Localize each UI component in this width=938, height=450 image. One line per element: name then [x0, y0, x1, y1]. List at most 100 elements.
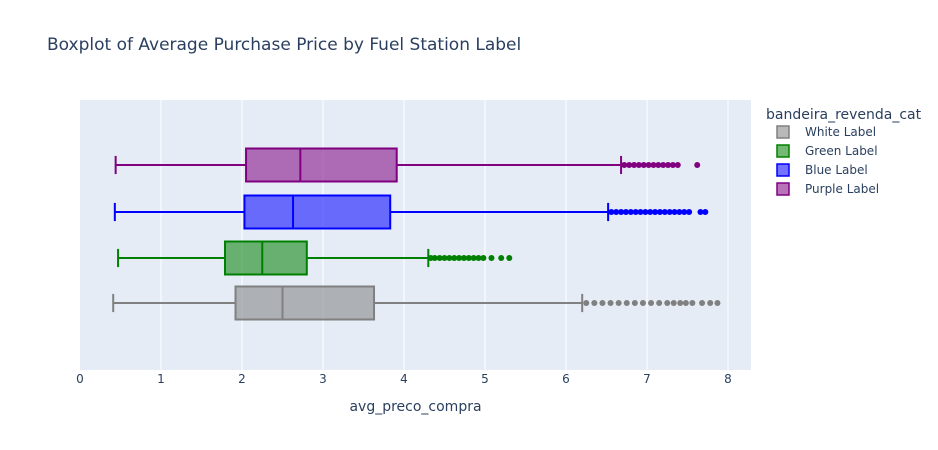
outlier-point — [591, 300, 598, 306]
x-tick-label: 1 — [157, 372, 165, 386]
x-axis-label: avg_preco_compra — [349, 399, 481, 415]
boxes — [112, 147, 721, 321]
outlier-point — [661, 209, 668, 215]
outlier-point — [631, 300, 638, 306]
outlier-point — [626, 162, 633, 168]
legend-label: Green Label — [805, 144, 878, 158]
outlier-point — [627, 209, 634, 215]
x-tick-label: 0 — [76, 372, 84, 386]
outlier-point — [694, 162, 701, 168]
legend-item[interactable]: Purple Label — [776, 182, 879, 196]
outlier-point — [631, 162, 638, 168]
outlier-point — [475, 255, 482, 261]
outlier-point — [677, 300, 684, 306]
outlier-point — [640, 162, 647, 168]
box-blue-label — [113, 194, 709, 230]
legend-item[interactable]: White Label — [776, 125, 876, 139]
outlier-point — [648, 300, 655, 306]
outlier-point — [647, 209, 654, 215]
outlier-point — [465, 255, 472, 261]
outlier-point — [615, 300, 622, 306]
outlier-point — [470, 255, 477, 261]
legend-label: Blue Label — [805, 163, 868, 177]
outlier-point — [689, 300, 696, 306]
outlier-point — [686, 209, 693, 215]
outlier-point — [622, 209, 629, 215]
outlier-point — [656, 300, 663, 306]
outlier-point — [451, 255, 458, 261]
iqr-box — [223, 240, 308, 276]
outlier-point — [656, 209, 663, 215]
outlier-point — [608, 209, 615, 215]
chart-title: Boxplot of Average Purchase Price by Fue… — [47, 35, 521, 55]
x-tick-label: 8 — [724, 372, 732, 386]
outlier-point — [632, 209, 639, 215]
outlier-point — [669, 162, 676, 168]
outlier-point — [431, 255, 438, 261]
outlier-point — [699, 300, 706, 306]
iqr-box — [234, 285, 376, 321]
outlier-point — [480, 255, 487, 261]
outlier-point — [488, 255, 495, 261]
outlier-point — [607, 300, 614, 306]
outlier-point — [660, 162, 667, 168]
plot-area — [80, 100, 751, 370]
box-green-label — [117, 240, 513, 276]
outlier-point — [623, 300, 630, 306]
outlier-point — [613, 209, 620, 215]
box-white-label — [112, 285, 721, 321]
legend-label: White Label — [805, 125, 876, 139]
outlier-point — [441, 255, 448, 261]
outlier-point — [671, 209, 678, 215]
legend-swatch — [776, 163, 790, 177]
x-tick-label: 5 — [481, 372, 489, 386]
legend-swatch — [776, 182, 790, 196]
outlier-point — [652, 209, 659, 215]
outlier-point — [621, 162, 628, 168]
x-tick-label: 4 — [400, 372, 408, 386]
outlier-point — [618, 209, 625, 215]
outlier-point — [674, 162, 681, 168]
outlier-point — [599, 300, 606, 306]
outlier-point — [665, 162, 672, 168]
box-purple-label — [114, 147, 701, 183]
outlier-point — [635, 162, 642, 168]
outlier-point — [642, 209, 649, 215]
outlier-point — [682, 300, 689, 306]
outlier-point — [637, 209, 644, 215]
legend-item[interactable]: Blue Label — [776, 163, 868, 177]
outlier-point — [645, 162, 652, 168]
outlier-point — [639, 300, 646, 306]
iqr-box — [245, 147, 398, 183]
x-tick-label: 2 — [238, 372, 246, 386]
outlier-point — [498, 255, 505, 261]
outlier-point — [664, 300, 671, 306]
outlier-point — [583, 300, 590, 306]
legend-swatch — [776, 125, 790, 139]
legend-title: bandeira_revenda_cat — [766, 107, 922, 123]
outlier-point — [670, 300, 677, 306]
outlier-point — [707, 300, 714, 306]
outlier-point — [446, 255, 453, 261]
x-tick-label: 3 — [319, 372, 327, 386]
outlier-point — [666, 209, 673, 215]
outlier-point — [655, 162, 662, 168]
legend-item[interactable]: Green Label — [776, 144, 878, 158]
legend: bandeira_revenda_cat White Label Green La… — [766, 107, 922, 196]
x-tick-label: 7 — [643, 372, 651, 386]
legend-swatch — [776, 144, 790, 158]
outlier-point — [650, 162, 657, 168]
x-tick-label: 6 — [562, 372, 570, 386]
iqr-box — [243, 194, 392, 230]
outlier-point — [681, 209, 688, 215]
legend-label: Purple Label — [805, 182, 879, 196]
outlier-point — [676, 209, 683, 215]
outlier-point — [714, 300, 721, 306]
outlier-point — [460, 255, 467, 261]
outlier-point — [702, 209, 709, 215]
gridlines — [160, 100, 729, 370]
outlier-point — [697, 209, 704, 215]
outlier-point — [436, 255, 443, 261]
outlier-point — [456, 255, 463, 261]
